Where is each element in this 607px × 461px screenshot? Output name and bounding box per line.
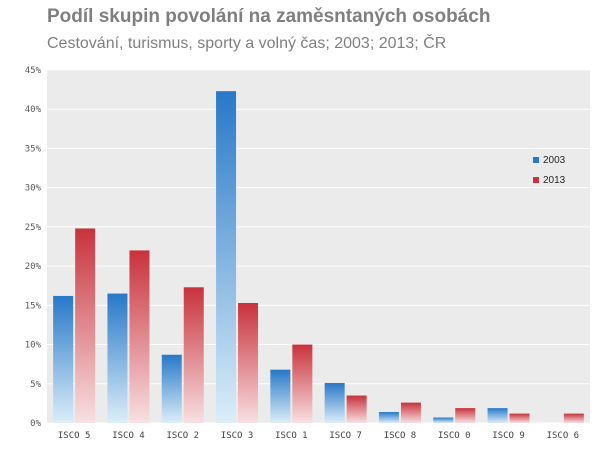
bar-2013-isco-6 xyxy=(563,413,584,423)
bar-2013-isco-2 xyxy=(183,287,204,423)
bar-2003-isco-1 xyxy=(270,369,291,423)
x-tick-label: ISCO 7 xyxy=(329,431,362,441)
bar-2003-isco-7 xyxy=(324,382,345,423)
legend-swatch-2003 xyxy=(533,157,539,163)
x-tick-label: ISCO 3 xyxy=(221,431,254,441)
x-tick-label: ISCO 6 xyxy=(547,431,580,441)
chart-title: Podíl skupin povolání na zaměsntaných os… xyxy=(47,6,491,27)
y-tick-label: 40% xyxy=(25,105,42,115)
x-tick-label: ISCO 5 xyxy=(58,431,91,441)
y-tick-label: 45% xyxy=(25,66,42,76)
y-tick-label: 25% xyxy=(25,223,42,233)
bar-2003-isco-5 xyxy=(53,295,74,423)
bar-2013-isco-1 xyxy=(292,344,313,423)
bars xyxy=(53,91,584,424)
legend-label-2013: 2013 xyxy=(543,175,566,186)
bar-2013-isco-4 xyxy=(129,250,150,423)
plot-area xyxy=(47,70,590,423)
y-axis: 0% 5% 10% 15% 20% 25% 30% 35% 40% 45% xyxy=(25,66,42,429)
bar-2013-isco-3 xyxy=(238,302,259,423)
y-tick-label: 20% xyxy=(25,262,42,272)
x-tick-label: ISCO 8 xyxy=(384,431,417,441)
bar-2003-isco-2 xyxy=(161,354,182,423)
x-tick-label: ISCO 2 xyxy=(166,431,199,441)
y-tick-label: 30% xyxy=(25,184,42,194)
x-tick-label: ISCO 1 xyxy=(275,431,308,441)
legend: 2003 2013 xyxy=(533,155,566,186)
y-tick-label: 5% xyxy=(30,380,41,390)
bar-2013-isco-0 xyxy=(455,408,476,423)
y-tick-label: 15% xyxy=(25,301,42,311)
y-tick-label: 35% xyxy=(25,144,42,154)
y-tick-label: 10% xyxy=(25,341,42,351)
bar-2003-isco-3 xyxy=(216,91,237,424)
legend-swatch-2013 xyxy=(533,177,539,183)
x-axis: ISCO 5 ISCO 4 ISCO 2 ISCO 3 ISCO 1 ISCO 7 ISCO… xyxy=(58,431,579,441)
bar-2003-isco-4 xyxy=(107,293,128,423)
bar-2003-isco-8 xyxy=(378,412,399,423)
bar-2013-isco-8 xyxy=(400,402,421,423)
bar-2013-isco-7 xyxy=(346,395,367,423)
x-tick-label: ISCO 4 xyxy=(112,431,145,441)
x-tick-label: ISCO 9 xyxy=(492,431,525,441)
bar-2003-isco-9 xyxy=(487,408,508,423)
bar-2003-isco-0 xyxy=(433,417,454,423)
x-tick-label: ISCO 0 xyxy=(438,431,471,441)
bar-2013-isco-5 xyxy=(75,228,96,423)
bar-2013-isco-9 xyxy=(509,413,530,423)
chart-subtitle: Cestování, turismus, sporty a volný čas;… xyxy=(47,35,447,52)
y-tick-label: 0% xyxy=(30,419,41,429)
legend-label-2003: 2003 xyxy=(543,155,566,166)
